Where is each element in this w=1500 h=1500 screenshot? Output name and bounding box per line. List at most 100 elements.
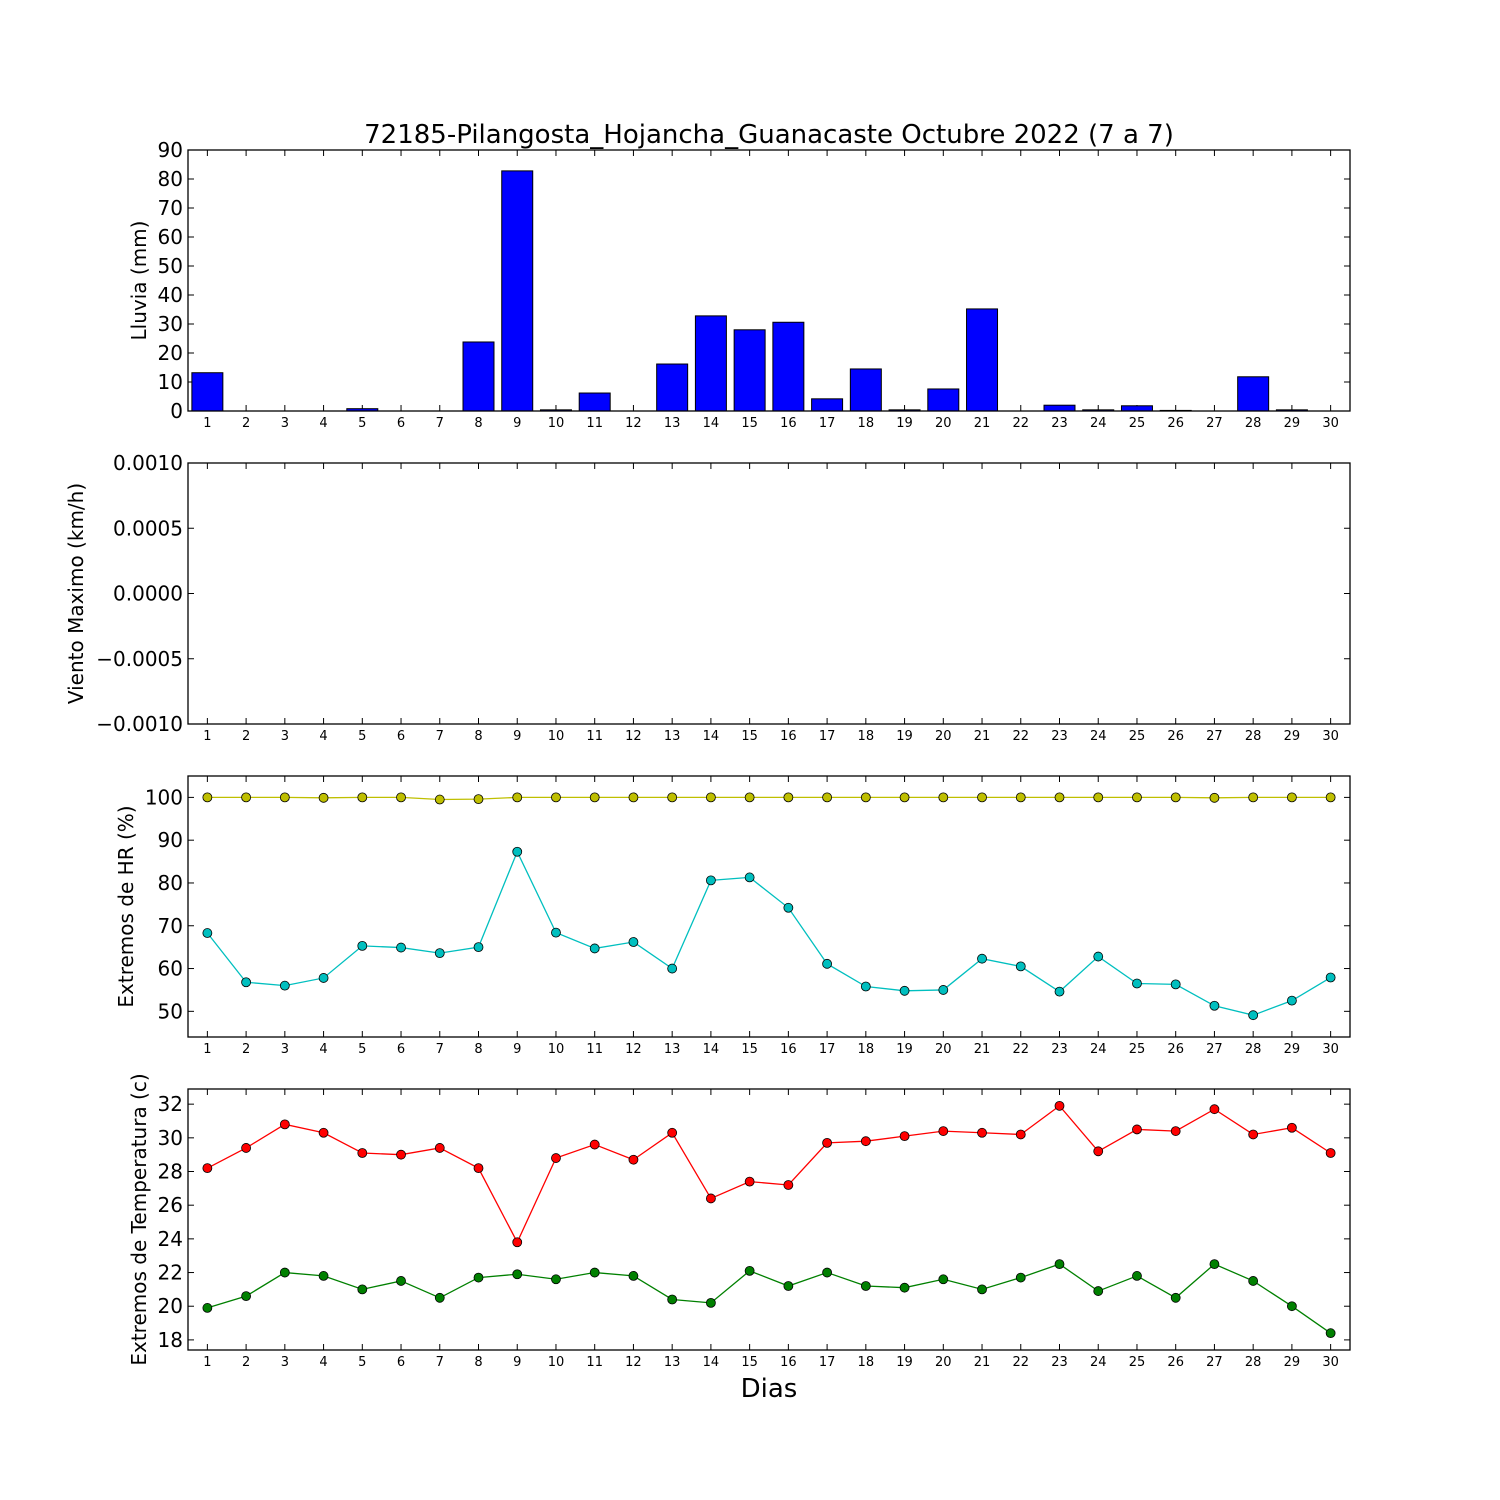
- x-tick-label: 11: [586, 1355, 603, 1370]
- series-point: [589, 1139, 600, 1150]
- series-point: [977, 1284, 987, 1295]
- series-point: [822, 958, 832, 969]
- series-point: [318, 792, 329, 803]
- x-tick-label: 28: [1245, 729, 1262, 744]
- series-point: [473, 794, 484, 805]
- series-point: [1015, 961, 1026, 972]
- x-tick-label: 24: [1090, 729, 1107, 744]
- series-point: [744, 792, 755, 803]
- x-tick-label: 17: [819, 729, 836, 744]
- x-tick-label: 9: [513, 729, 521, 744]
- series-point: [589, 1267, 600, 1278]
- x-tick-label: 23: [1051, 1042, 1068, 1057]
- y-tick-label: 100: [145, 785, 183, 809]
- series-point: [1325, 792, 1336, 803]
- series-point: [938, 1126, 949, 1136]
- y-tick-label: 30: [158, 1126, 183, 1150]
- x-tick-label: 1: [203, 1355, 211, 1370]
- x-tick-label: 25: [1129, 1042, 1146, 1057]
- x-tick-label: 26: [1167, 729, 1184, 744]
- series-point: [1015, 1129, 1026, 1140]
- x-tick-label: 16: [780, 416, 797, 431]
- series-point: [1325, 1328, 1336, 1339]
- series-point: [318, 1127, 329, 1138]
- x-tick-label: 19: [896, 1355, 913, 1370]
- x-tick-label: 12: [625, 1355, 642, 1370]
- x-tick-label: 2: [242, 729, 250, 744]
- series-point: [202, 792, 213, 803]
- x-tick-label: 7: [436, 1355, 444, 1370]
- series-point: [706, 792, 716, 803]
- x-tick-label: 1: [203, 1042, 211, 1057]
- series-point: [667, 792, 678, 803]
- x-tick-label: 28: [1245, 1042, 1262, 1057]
- x-tick-label: 22: [1012, 729, 1029, 744]
- x-tick-label: 4: [319, 1042, 327, 1057]
- x-axis-label: Dias: [741, 1374, 798, 1404]
- series-point: [977, 792, 987, 803]
- series-point: [241, 792, 252, 803]
- wind-panel: Viento Maximo (km/h) −0.0010 −0.0005 0.0000…: [64, 451, 1351, 744]
- series-point: [744, 1176, 755, 1187]
- y-tick-label: −0.0005: [96, 647, 183, 671]
- x-tick-label: 13: [664, 1042, 681, 1057]
- series-point: [628, 937, 639, 947]
- series-line: [207, 1263, 1332, 1334]
- x-tick-label: 25: [1129, 729, 1146, 744]
- x-tick-label: 10: [548, 416, 565, 431]
- rain-bar: [462, 341, 495, 412]
- series-point: [899, 1282, 910, 1293]
- series-point: [899, 985, 910, 996]
- y-tick-label: 0.0005: [113, 516, 183, 540]
- series-point: [1093, 792, 1104, 803]
- rain-bar: [966, 308, 999, 412]
- x-tick-label: 24: [1090, 1355, 1107, 1370]
- x-tick-label: 8: [474, 1042, 482, 1057]
- x-tick-label: 29: [1284, 729, 1301, 744]
- series-point: [706, 1193, 716, 1204]
- series-point: [1248, 1129, 1259, 1140]
- x-tick-label: 11: [586, 1042, 603, 1057]
- series-point: [744, 872, 755, 883]
- y-tick-label: 20: [158, 341, 183, 365]
- series-point: [589, 943, 600, 954]
- y-tick-label: 20: [158, 1294, 183, 1318]
- x-tick-label: 25: [1129, 1355, 1146, 1370]
- x-tick-label: 15: [741, 1042, 758, 1057]
- x-tick-label: 22: [1012, 1042, 1029, 1057]
- plot-frame: [187, 775, 1351, 1038]
- rain-bar: [772, 321, 805, 412]
- series-point: [899, 792, 910, 803]
- series-point: [1170, 1292, 1181, 1303]
- x-tick-label: 21: [974, 1355, 991, 1370]
- x-tick-label: 21: [974, 729, 991, 744]
- series-point: [667, 963, 678, 974]
- x-tick-label: 9: [513, 416, 521, 431]
- series-point: [1093, 951, 1104, 962]
- x-tick-label: 28: [1245, 416, 1262, 431]
- series-point: [1132, 1124, 1142, 1135]
- x-tick-label: 20: [935, 1355, 952, 1370]
- y-tick-label: 70: [158, 196, 183, 220]
- x-tick-label: 22: [1012, 1355, 1029, 1370]
- series-point: [822, 1137, 832, 1148]
- y-tick-label: 24: [158, 1227, 183, 1251]
- series-point: [1287, 1122, 1297, 1133]
- series-point: [1209, 1000, 1220, 1011]
- x-tick-label: 18: [858, 729, 875, 744]
- plot-frame: [187, 462, 1351, 725]
- x-tick-label: 6: [397, 1355, 405, 1370]
- y-axis-label: Extremos de Temperatura (c): [127, 1073, 151, 1365]
- x-tick-label: 21: [974, 416, 991, 431]
- series-point: [667, 1127, 678, 1138]
- x-tick-label: 27: [1206, 1355, 1223, 1370]
- series-point: [822, 792, 832, 803]
- x-tick-label: 13: [664, 729, 681, 744]
- series-point: [1248, 1276, 1259, 1286]
- series-line: [206, 850, 1331, 1016]
- x-tick-label: 11: [586, 416, 603, 431]
- x-tick-label: 12: [625, 729, 642, 744]
- series-point: [357, 1284, 368, 1295]
